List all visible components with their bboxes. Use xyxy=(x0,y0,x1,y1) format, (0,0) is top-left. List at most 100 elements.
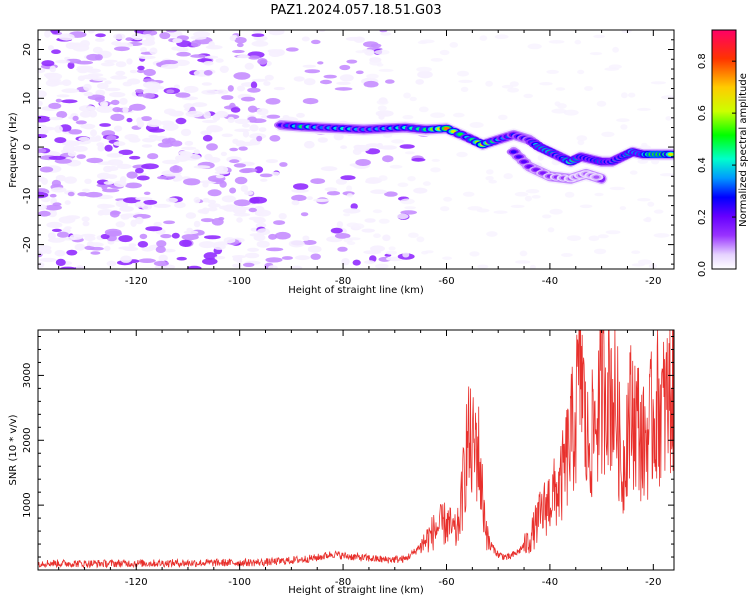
heatmap-cell xyxy=(119,206,134,212)
heatmap-cell xyxy=(97,203,111,209)
heatmap-cell xyxy=(317,137,328,143)
heatmap-cell xyxy=(364,49,375,56)
heatmap-cell xyxy=(38,90,47,98)
heatmap-cell xyxy=(140,47,147,53)
heatmap-cell xyxy=(341,258,350,266)
heatmap-cell xyxy=(138,258,156,264)
heatmap-cell xyxy=(159,32,171,40)
heatmap-cell xyxy=(343,213,351,217)
heatmap-cell xyxy=(64,215,81,220)
heatmap-cell xyxy=(223,237,236,244)
heatmap-cell xyxy=(119,97,128,105)
heatmap-cell xyxy=(336,221,344,228)
heatmap-cell xyxy=(147,153,159,160)
heatmap-cell xyxy=(179,239,192,247)
heatmap-cell xyxy=(589,52,603,56)
heatmap-cell xyxy=(229,35,236,41)
heatmap-cell xyxy=(164,108,176,115)
heatmap-cell xyxy=(291,188,309,193)
heatmap-cell xyxy=(337,246,348,252)
heatmap-cell xyxy=(234,128,251,132)
heatmap-cell xyxy=(378,114,385,120)
heatmap-cell xyxy=(346,193,353,198)
heatmap-cell xyxy=(103,181,114,185)
heatmap-cell xyxy=(49,116,63,121)
heatmap-cell xyxy=(430,112,446,118)
heatmap-cell xyxy=(234,176,248,185)
heatmap-cell xyxy=(61,88,79,93)
heatmap-cell xyxy=(469,251,480,257)
heatmap-cell xyxy=(493,210,508,214)
heatmap-cell xyxy=(138,55,156,60)
heatmap-cell xyxy=(256,240,270,248)
heatmap-cell xyxy=(233,208,246,215)
heatmap-cell xyxy=(230,107,241,113)
heatmap-cell xyxy=(378,218,390,224)
heatmap-cell xyxy=(72,44,90,52)
heatmap-cell xyxy=(477,264,489,269)
heatmap-cell xyxy=(185,110,204,118)
heatmap-cell xyxy=(163,61,171,65)
heatmap-cell xyxy=(391,139,405,144)
x-tick-label: -20 xyxy=(645,577,661,588)
heatmap-cell xyxy=(162,159,180,165)
heatmap-cell xyxy=(51,228,62,232)
heatmap-cell xyxy=(54,249,66,257)
heatmap-cell xyxy=(56,94,70,98)
heatmap-cell xyxy=(55,98,62,103)
heatmap-cell xyxy=(631,263,645,267)
heatmap-cell xyxy=(241,123,251,128)
heatmap-cell xyxy=(191,102,208,108)
heatmap-cell xyxy=(47,45,54,51)
heatmap-cell xyxy=(64,200,71,205)
heatmap-cell xyxy=(50,81,68,85)
colorbar-tick-label: 0.8 xyxy=(697,53,708,69)
heatmap-cell xyxy=(546,69,559,74)
x-tick-label: -120 xyxy=(125,276,148,287)
heatmap-cell xyxy=(169,165,183,173)
heatmap-cell xyxy=(244,252,260,259)
heatmap-cell xyxy=(38,133,48,139)
heatmap-cell xyxy=(364,218,376,223)
heatmap-cell xyxy=(127,78,141,85)
heatmap-cell xyxy=(250,196,267,204)
heatmap-cell xyxy=(291,200,300,206)
heatmap-cell xyxy=(81,74,99,80)
heatmap-cell xyxy=(122,106,129,114)
heatmap-cell xyxy=(72,145,88,152)
heatmap-cell xyxy=(457,70,469,77)
heatmap-cell xyxy=(335,178,347,185)
heatmap-cell xyxy=(361,228,375,233)
y-tick-label: 0 xyxy=(22,144,33,150)
heatmap-cell xyxy=(135,197,153,201)
heatmap-cell xyxy=(104,87,121,92)
heatmap-cell xyxy=(170,140,183,147)
heatmap-cell xyxy=(549,208,563,215)
heatmap-cell xyxy=(134,89,144,93)
heatmap-cell xyxy=(524,195,533,202)
heatmap-cell xyxy=(81,188,90,192)
heatmap-cell xyxy=(143,34,152,39)
y-tick-label: 2000 xyxy=(22,428,33,453)
heatmap-cell xyxy=(84,235,96,242)
heatmap-cell xyxy=(201,82,213,86)
heatmap-cell xyxy=(431,158,440,162)
heatmap-cell xyxy=(311,39,321,45)
heatmap-cell xyxy=(620,124,628,130)
heatmap-cell xyxy=(365,177,383,184)
heatmap-cell xyxy=(514,191,529,197)
heatmap-cell xyxy=(268,265,278,269)
heatmap-cell xyxy=(204,235,221,240)
heatmap-cell xyxy=(402,252,410,258)
heatmap-cell xyxy=(233,199,251,207)
heatmap-cell xyxy=(207,207,218,212)
heatmap-cell xyxy=(227,85,234,92)
heatmap-cell xyxy=(203,70,213,76)
heatmap-cell xyxy=(143,199,158,205)
colorbar: 0.0 0.2 0.4 0.6 0.8 Normalized spectral ampl… xyxy=(697,29,749,277)
heatmap-cell xyxy=(399,144,415,149)
heatmap-cell xyxy=(363,41,379,48)
heatmap-cell xyxy=(244,190,254,196)
y-tick-label: 3000 xyxy=(22,363,33,388)
heatmap-cell xyxy=(61,99,78,104)
